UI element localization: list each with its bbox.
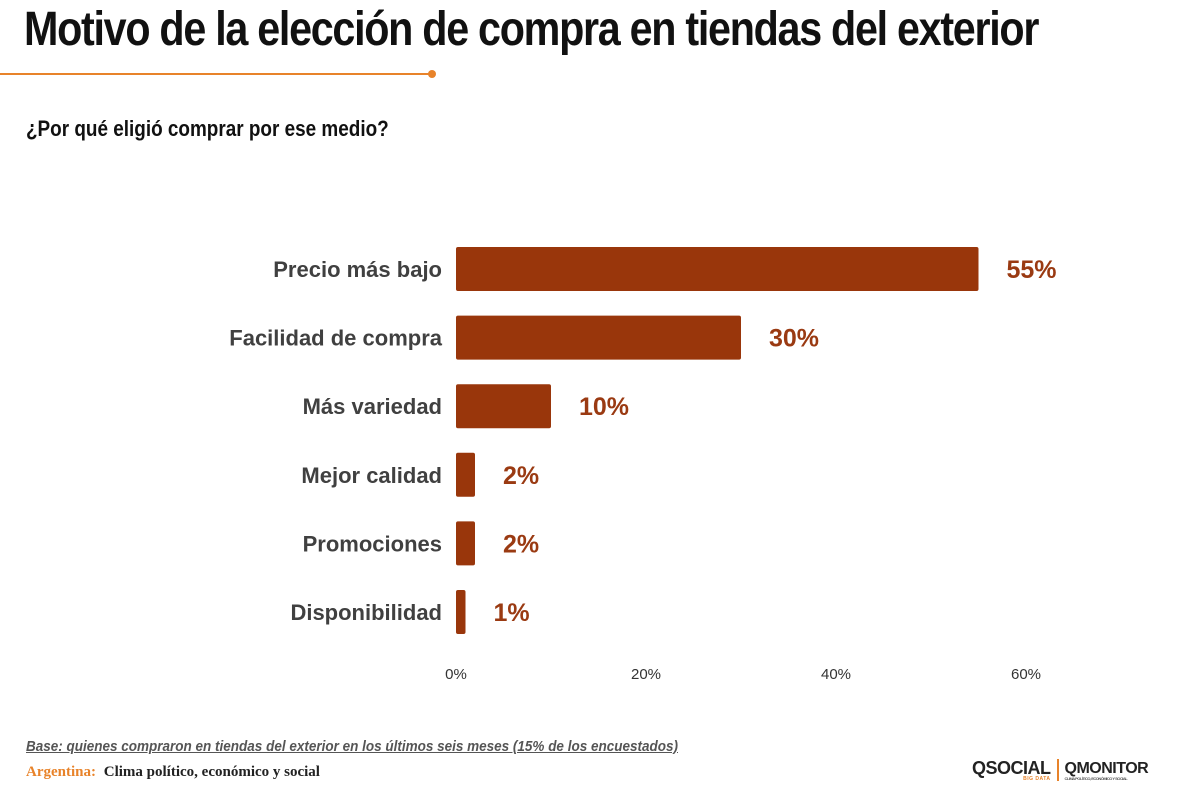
qsocial-logo-subtext: BIG DATA (1023, 776, 1051, 782)
base-note: Base: quienes compraron en tiendas del e… (26, 738, 678, 755)
bar-5 (456, 590, 466, 634)
qmonitor-logo-text: QMONITOR (1064, 759, 1149, 777)
value-label-3: 2% (503, 462, 539, 490)
chart-question: ¿Por qué eligió comprar por ese medio? (26, 116, 389, 141)
value-label-1: 30% (769, 325, 819, 353)
category-label-0: Precio más bajo (273, 257, 442, 282)
brand-logos: QSOCIAL BIG DATA QMONITOR CLIMA POLÍTICO… (972, 758, 1149, 782)
qmonitor-logo-subtext: CLIMA POLÍTICO, ECONÓMICO Y SOCIAL (1064, 775, 1128, 781)
qsocial-logo: QSOCIAL BIG DATA (972, 758, 1051, 782)
footer-description: Clima político, económico y social (103, 764, 320, 780)
bar-1 (456, 315, 741, 360)
bar-3 (456, 452, 475, 497)
category-label-3: Mejor calidad (301, 463, 442, 488)
value-label-0: 55% (1007, 256, 1057, 284)
bar-4 (456, 521, 475, 566)
bar-chart: Precio más bajo 55% Facilidad de compra 30%… (229, 247, 1057, 683)
footer-country: Argentina: (26, 764, 96, 780)
bar-0 (456, 247, 979, 291)
x-tick-1: 20% (631, 666, 661, 683)
qmonitor-logo: QMONITOR CLIMA POLÍTICO, ECONÓMICO Y SOC… (1065, 760, 1149, 781)
bar-2 (456, 384, 551, 429)
value-label-5: 1% (494, 599, 530, 627)
x-tick-2: 40% (821, 666, 851, 683)
value-label-4: 2% (503, 530, 539, 558)
page-title: Motivo de la elección de compra en tiend… (24, 3, 1039, 56)
category-label-4: Promociones (303, 531, 442, 556)
qsocial-logo-text: QSOCIAL (972, 758, 1051, 778)
value-label-2: 10% (579, 393, 629, 421)
title-underline (0, 73, 432, 75)
x-tick-3: 60% (1011, 666, 1041, 683)
title-underline-dot (428, 70, 436, 78)
x-tick-0: 0% (445, 666, 467, 683)
footer: Argentina: Clima político, económico y s… (26, 764, 320, 781)
category-label-1: Facilidad de compra (229, 326, 442, 351)
category-label-5: Disponibilidad (290, 600, 442, 625)
category-label-2: Más variedad (303, 394, 442, 419)
logo-separator (1056, 759, 1059, 781)
